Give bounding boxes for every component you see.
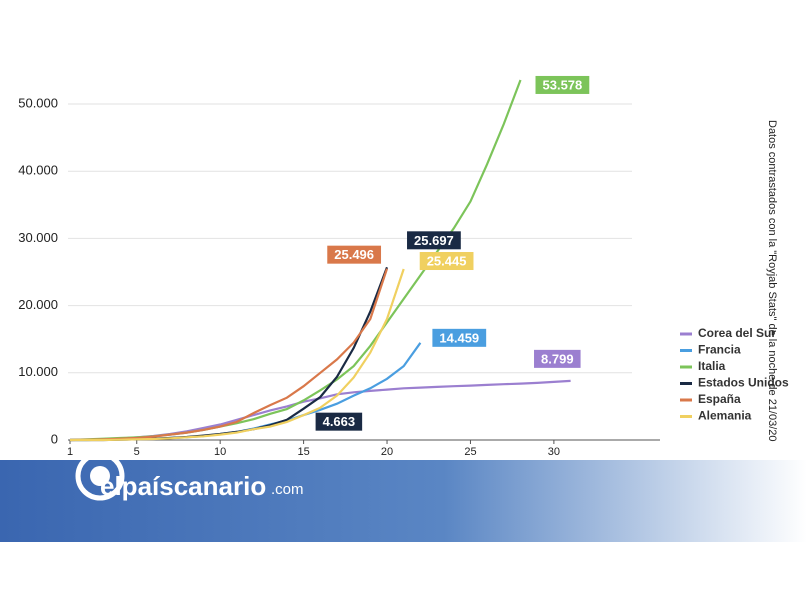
callout-box xyxy=(407,231,461,250)
callout-box xyxy=(315,412,363,431)
callout-box xyxy=(432,328,487,347)
logo-text: elpaíscanario xyxy=(100,471,266,501)
legend-label: Italia xyxy=(698,359,726,373)
callout-box xyxy=(327,245,382,264)
value-label: 25.496 xyxy=(334,247,374,262)
value-label: 25.697 xyxy=(414,233,454,248)
value-label: 53.578 xyxy=(543,77,583,92)
legend-label: Corea del Sur xyxy=(698,326,776,340)
value-label: 8.799 xyxy=(541,351,574,366)
y-tick-label: 10.000 xyxy=(18,364,58,379)
value-callout: 25.496 xyxy=(327,245,382,264)
callout-box xyxy=(535,75,590,94)
legend-label: Alemania xyxy=(698,409,752,423)
x-tick-label: 10 xyxy=(214,446,226,458)
logo-dot xyxy=(90,466,110,486)
series-line xyxy=(70,268,405,442)
callout-box xyxy=(419,252,474,271)
value-callout: 4.663 xyxy=(315,412,363,431)
y-tick-label: 20.000 xyxy=(18,297,58,312)
x-tick-label: 30 xyxy=(548,446,560,458)
y-tick-label: 50.000 xyxy=(18,95,58,110)
banner xyxy=(0,460,807,542)
logo-suffix: .com xyxy=(271,481,304,498)
x-tick-label: 5 xyxy=(134,446,140,458)
value-callout: 8.799 xyxy=(534,349,581,368)
value-label: 14.459 xyxy=(439,330,479,345)
legend-label: Francia xyxy=(698,343,741,357)
callout-box xyxy=(534,349,581,368)
x-tick-label: 20 xyxy=(381,446,393,458)
y-tick-label: 30.000 xyxy=(18,230,58,245)
y-tick-label: 40.000 xyxy=(18,163,58,178)
value-callout: 25.697 xyxy=(407,231,461,250)
x-tick-label: 25 xyxy=(464,446,476,458)
value-label: 25.445 xyxy=(427,253,467,268)
legend-label: España xyxy=(698,392,741,406)
x-tick-label: 1 xyxy=(67,446,73,458)
value-callout: 25.445 xyxy=(419,252,474,271)
logo-mark xyxy=(75,451,125,501)
value-callout: 14.459 xyxy=(432,328,487,347)
value-callout: 53.578 xyxy=(535,75,590,94)
x-tick-label: 15 xyxy=(297,446,309,458)
annotation: Datos contrastados con la "Royjab Stats"… xyxy=(766,120,778,442)
value-label: 4.663 xyxy=(323,414,356,429)
legend-label: Estados Unidos xyxy=(698,376,789,390)
logo: elpaíscanario .com xyxy=(75,451,304,501)
y-tick-label: 0 xyxy=(51,431,58,446)
